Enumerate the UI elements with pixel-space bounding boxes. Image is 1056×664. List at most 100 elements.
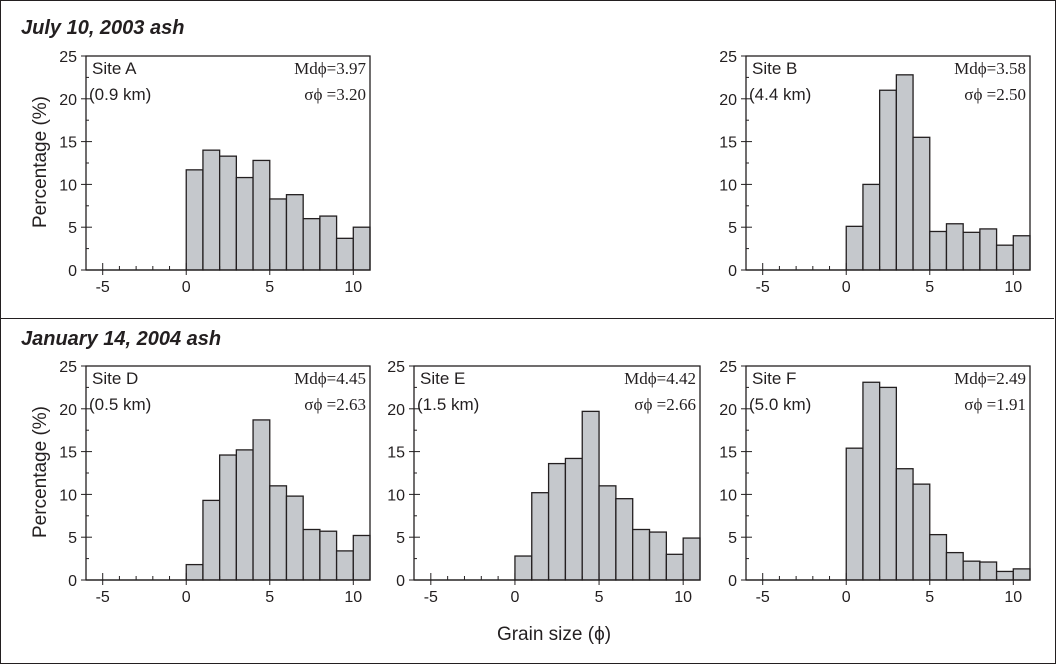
bar [218, 155, 238, 271]
site-label: Site A [92, 59, 137, 78]
bar [632, 528, 651, 581]
panel-site-a: -5 0 5 10 0 5 10 15 20 25 Site A (0.9 km) Mdϕ=3.97 σϕ… [59, 49, 371, 296]
y-tick-label: 15 [719, 445, 737, 462]
section-title-top: July 10, 2003 ash [21, 17, 185, 39]
bar [335, 550, 354, 581]
sigma-label: σϕ =2.66 [634, 395, 696, 414]
bar [862, 183, 881, 271]
bar [878, 386, 898, 581]
bar [1012, 235, 1031, 271]
bar [235, 176, 254, 271]
bar [252, 419, 271, 581]
y-tick-label: 20 [59, 92, 77, 109]
panel-site-d: -5 0 5 10 0 5 10 15 20 25 Site D (0.5 km) Mdϕ=4.45 σϕ… [59, 359, 371, 606]
y-tick-label: 10 [59, 487, 77, 504]
y-tick-label: 10 [387, 487, 405, 504]
bar [352, 226, 371, 271]
bar [929, 230, 948, 271]
xlabel: Grain size (ϕ) [497, 624, 611, 645]
y-tick-label: 25 [59, 359, 77, 376]
x-tick-label: -5 [756, 279, 770, 296]
x-tick-label: 0 [842, 279, 851, 296]
site-label: Site E [420, 369, 465, 388]
x-tick-label: 5 [265, 279, 274, 296]
x-tick-label: 0 [182, 589, 191, 606]
y-tick-label: 15 [59, 135, 77, 152]
y-tick-label: 20 [387, 402, 405, 419]
bar [302, 217, 321, 271]
y-tick-label: 10 [59, 177, 77, 194]
site-distance: (1.5 km) [417, 395, 479, 414]
y-tick-label: 0 [68, 263, 77, 280]
y-tick-label: 25 [59, 49, 77, 66]
panel-site-b: -5 0 5 10 0 5 10 15 20 25 Site B (4.4 km) Mdϕ=3.58 σϕ… [719, 49, 1031, 296]
bar [352, 534, 371, 581]
bar [945, 223, 964, 271]
y-tick-label: 0 [728, 573, 737, 590]
sigma-label: σϕ =2.63 [304, 395, 366, 414]
x-tick-label: 5 [925, 279, 934, 296]
site-distance: (0.9 km) [89, 85, 151, 104]
median-label: Mdϕ=2.49 [954, 369, 1026, 388]
bar [185, 169, 204, 271]
bar [269, 198, 288, 271]
x-tick-label: 10 [1004, 589, 1022, 606]
bar [598, 485, 617, 581]
bar [202, 499, 221, 581]
bar [285, 194, 304, 271]
bar [912, 483, 931, 581]
site-label: Site F [752, 369, 796, 388]
x-tick-label: 10 [1004, 279, 1022, 296]
x-tick-label: -5 [756, 589, 770, 606]
bar [962, 231, 981, 271]
y-tick-label: 5 [68, 530, 77, 547]
sigma-label: σϕ =3.20 [304, 85, 366, 104]
x-tick-label: 10 [344, 279, 362, 296]
sigma-label: σϕ =2.50 [964, 85, 1026, 104]
x-tick-label: 5 [265, 589, 274, 606]
bar [531, 492, 550, 581]
bar [995, 244, 1014, 271]
y-tick-label: 15 [387, 445, 405, 462]
y-tick-label: 0 [728, 263, 737, 280]
bar [962, 560, 981, 581]
y-tick-label: 20 [719, 92, 737, 109]
x-tick-label: 0 [182, 279, 191, 296]
bar [945, 551, 964, 581]
y-tick-label: 10 [719, 177, 737, 194]
bar [252, 159, 271, 271]
bar [845, 225, 864, 271]
site-distance: (0.5 km) [89, 395, 151, 414]
bar [202, 149, 221, 271]
bar [319, 215, 338, 271]
bar [218, 454, 238, 581]
y-tick-label: 25 [387, 359, 405, 376]
y-tick-label: 25 [719, 49, 737, 66]
y-tick-label: 0 [68, 573, 77, 590]
bar [878, 89, 898, 271]
y-tick-label: 20 [719, 402, 737, 419]
median-label: Mdϕ=4.45 [294, 369, 366, 388]
section-title-bottom: January 14, 2004 ash [21, 328, 222, 350]
y-tick-label: 5 [728, 530, 737, 547]
x-tick-label: -5 [424, 589, 438, 606]
bar [862, 381, 881, 581]
site-distance: (4.4 km) [749, 85, 811, 104]
bar [269, 485, 288, 581]
y-tick-label: 5 [68, 220, 77, 237]
bar [648, 531, 668, 581]
ylabel-bottom: Percentage (%) [30, 406, 51, 538]
bar [912, 136, 931, 271]
panel-site-f: -5 0 5 10 0 5 10 15 20 25 Site F (5.0 km) Mdϕ=2.49 σϕ… [719, 359, 1031, 606]
bar [564, 457, 583, 581]
y-tick-label: 0 [396, 573, 405, 590]
section-divider [0, 318, 1054, 319]
y-tick-label: 5 [396, 530, 405, 547]
bar [581, 410, 600, 581]
bar [1012, 568, 1031, 581]
y-tick-label: 25 [719, 359, 737, 376]
bar [845, 447, 864, 581]
bar [615, 498, 634, 581]
median-label: Mdϕ=4.42 [624, 369, 696, 388]
bar [995, 570, 1014, 581]
